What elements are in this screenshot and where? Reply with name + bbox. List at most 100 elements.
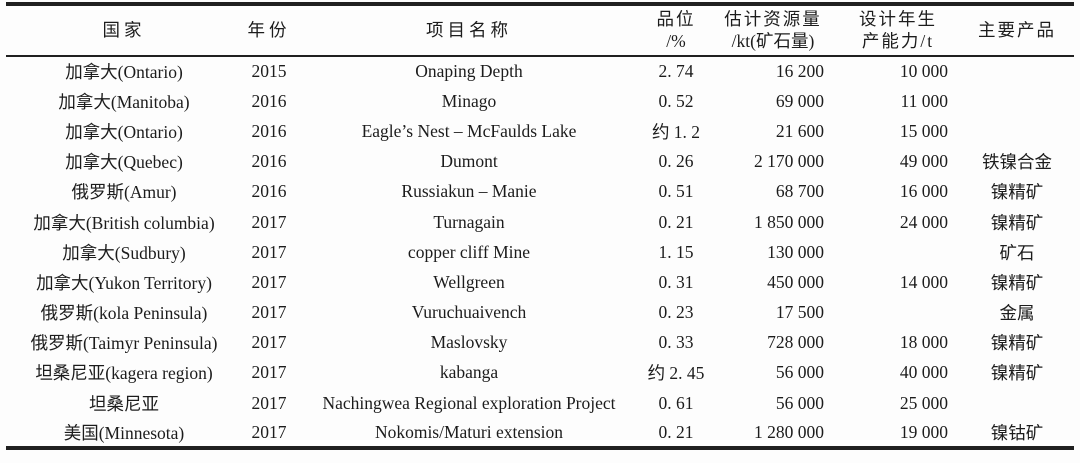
cell-year: 2017 bbox=[251, 362, 287, 383]
cell-grade: 0. 21 bbox=[658, 211, 694, 232]
table-row: 加拿大(Manitoba) 2016 Minago 0. 52 69 000 1… bbox=[6, 86, 1074, 116]
cell-product: 镍精矿 bbox=[990, 182, 1044, 203]
cell-year: 2016 bbox=[251, 90, 287, 111]
cell-project: Nokomis/Maturi extension bbox=[374, 421, 564, 442]
cell-resources: 56 000 bbox=[775, 362, 824, 383]
cell-country: 加拿大(Manitoba) bbox=[58, 91, 190, 112]
cell-capacity: 15 000 bbox=[899, 120, 948, 141]
cell-capacity: 40 000 bbox=[899, 362, 948, 383]
cell-project: Vuruchuaivench bbox=[411, 302, 527, 323]
cell-country: 加拿大(Yukon Territory) bbox=[36, 272, 212, 293]
cell-project: Nachingwea Regional exploration Project bbox=[322, 392, 616, 413]
cell-resources: 68 700 bbox=[775, 181, 824, 202]
cell-country: 加拿大(Ontario) bbox=[65, 62, 183, 83]
header-grade-line1: 品位 bbox=[656, 9, 696, 30]
cell-resources: 728 000 bbox=[767, 332, 824, 353]
cell-grade: 2. 74 bbox=[658, 61, 694, 82]
cell-country: 坦桑尼亚(kagera region) bbox=[35, 363, 213, 384]
table-row: 美国(Minnesota) 2017 Nokomis/Maturi extens… bbox=[6, 418, 1074, 448]
table-row: 坦桑尼亚 2017 Nachingwea Regional exploratio… bbox=[6, 388, 1074, 418]
header-project-label: 项目名称 bbox=[426, 19, 512, 40]
cell-resources: 1 280 000 bbox=[754, 421, 824, 442]
cell-product bbox=[960, 116, 1074, 146]
cell-product: 镍精矿 bbox=[990, 333, 1044, 354]
cell-project: Wellgreen bbox=[433, 271, 505, 292]
mining-projects-table: 国家 年份 项目名称 品位 /% 估计资源量 /kt(矿石量) 设计年生 产能力… bbox=[6, 2, 1074, 451]
cell-resources: 69 000 bbox=[775, 90, 824, 111]
cell-resources: 16 200 bbox=[775, 61, 824, 82]
cell-capacity: 14 000 bbox=[899, 271, 948, 292]
cell-resources: 21 600 bbox=[775, 120, 824, 141]
cell-year: 2016 bbox=[251, 151, 287, 172]
header-row: 国家 年份 项目名称 品位 /% 估计资源量 /kt(矿石量) 设计年生 产能力… bbox=[6, 4, 1074, 56]
header-grade: 品位 /% bbox=[642, 4, 710, 56]
header-country: 国家 bbox=[6, 4, 242, 56]
header-product: 主要产品 bbox=[960, 4, 1074, 56]
table-row: 加拿大(Ontario) 2015 Onaping Depth 2. 74 16… bbox=[6, 56, 1074, 86]
cell-product bbox=[960, 86, 1074, 116]
cell-year: 2017 bbox=[251, 271, 287, 292]
cell-grade: 0. 61 bbox=[658, 392, 694, 413]
cell-year: 2016 bbox=[251, 120, 287, 141]
cell-product bbox=[960, 56, 1074, 86]
cell-resources: 130 000 bbox=[767, 241, 824, 262]
header-grade-line2: /% bbox=[666, 30, 686, 51]
cell-country: 加拿大(Quebec) bbox=[65, 152, 183, 173]
cell-country: 加拿大(Sudbury) bbox=[62, 242, 186, 263]
header-capacity: 设计年生 产能力/t bbox=[836, 4, 960, 56]
header-resources-line1: 估计资源量 bbox=[724, 9, 822, 30]
cell-year: 2017 bbox=[251, 332, 287, 353]
cell-resources: 1 850 000 bbox=[754, 211, 824, 232]
cell-grade: 0. 52 bbox=[658, 90, 694, 111]
cell-project: kabanga bbox=[439, 362, 499, 383]
table-row: 俄罗斯(Amur) 2016 Russiakun – Manie 0. 51 6… bbox=[6, 177, 1074, 207]
cell-project: Maslovsky bbox=[430, 332, 508, 353]
cell-year: 2017 bbox=[251, 211, 287, 232]
table-row: 加拿大(British columbia) 2017 Turnagain 0. … bbox=[6, 207, 1074, 237]
cell-project: Russiakun – Manie bbox=[401, 181, 537, 202]
cell-country: 美国(Minnesota) bbox=[63, 422, 185, 443]
table-row: 坦桑尼亚(kagera region) 2017 kabanga 约 2. 45… bbox=[6, 358, 1074, 388]
header-capacity-line2: 产能力/t bbox=[861, 30, 935, 51]
cell-grade: 约 1. 2 bbox=[651, 121, 701, 142]
cell-capacity: 18 000 bbox=[899, 332, 948, 353]
cell-product: 铁镍合金 bbox=[982, 152, 1052, 173]
cell-country: 坦桑尼亚 bbox=[89, 393, 159, 414]
header-resources: 估计资源量 /kt(矿石量) bbox=[710, 4, 836, 56]
cell-grade: 1. 15 bbox=[658, 241, 694, 262]
cell-grade: 约 2. 45 bbox=[647, 363, 705, 384]
table-header: 国家 年份 项目名称 品位 /% 估计资源量 /kt(矿石量) 设计年生 产能力… bbox=[6, 4, 1074, 56]
cell-resources: 450 000 bbox=[767, 271, 824, 292]
header-project: 项目名称 bbox=[296, 4, 642, 56]
cell-year: 2017 bbox=[251, 421, 287, 442]
cell-grade: 0. 21 bbox=[658, 421, 694, 442]
cell-capacity: 10 000 bbox=[899, 61, 948, 82]
cell-resources: 17 500 bbox=[775, 302, 824, 323]
cell-capacity: 16 000 bbox=[899, 181, 948, 202]
cell-product: 镍精矿 bbox=[990, 363, 1044, 384]
table-row: 俄罗斯(kola Peninsula) 2017 Vuruchuaivench … bbox=[6, 298, 1074, 328]
cell-grade: 0. 23 bbox=[658, 302, 694, 323]
cell-capacity: 49 000 bbox=[899, 151, 948, 172]
cell-product bbox=[960, 388, 1074, 418]
table-row: 加拿大(Ontario) 2016 Eagle’s Nest – McFauld… bbox=[6, 116, 1074, 146]
table-row: 俄罗斯(Taimyr Peninsula) 2017 Maslovsky 0. … bbox=[6, 328, 1074, 358]
cell-country: 加拿大(British columbia) bbox=[33, 212, 215, 233]
table-row: 加拿大(Sudbury) 2017 copper cliff Mine 1. 1… bbox=[6, 237, 1074, 267]
cell-capacity: 24 000 bbox=[899, 211, 948, 232]
cell-project: copper cliff Mine bbox=[407, 241, 531, 262]
cell-country: 俄罗斯(Taimyr Peninsula) bbox=[30, 333, 218, 354]
cell-year: 2017 bbox=[251, 241, 287, 262]
cell-year: 2016 bbox=[251, 181, 287, 202]
cell-grade: 0. 26 bbox=[658, 151, 694, 172]
cell-project: Turnagain bbox=[433, 211, 505, 232]
cell-capacity: 11 000 bbox=[900, 90, 948, 111]
cell-year: 2017 bbox=[251, 392, 287, 413]
cell-country: 俄罗斯(Amur) bbox=[71, 182, 177, 203]
cell-grade: 0. 51 bbox=[658, 181, 694, 202]
cell-resources: 56 000 bbox=[775, 392, 824, 413]
cell-project: Eagle’s Nest – McFaulds Lake bbox=[361, 120, 577, 141]
table-row: 加拿大(Yukon Territory) 2017 Wellgreen 0. 3… bbox=[6, 267, 1074, 297]
cell-product: 金属 bbox=[999, 303, 1035, 324]
